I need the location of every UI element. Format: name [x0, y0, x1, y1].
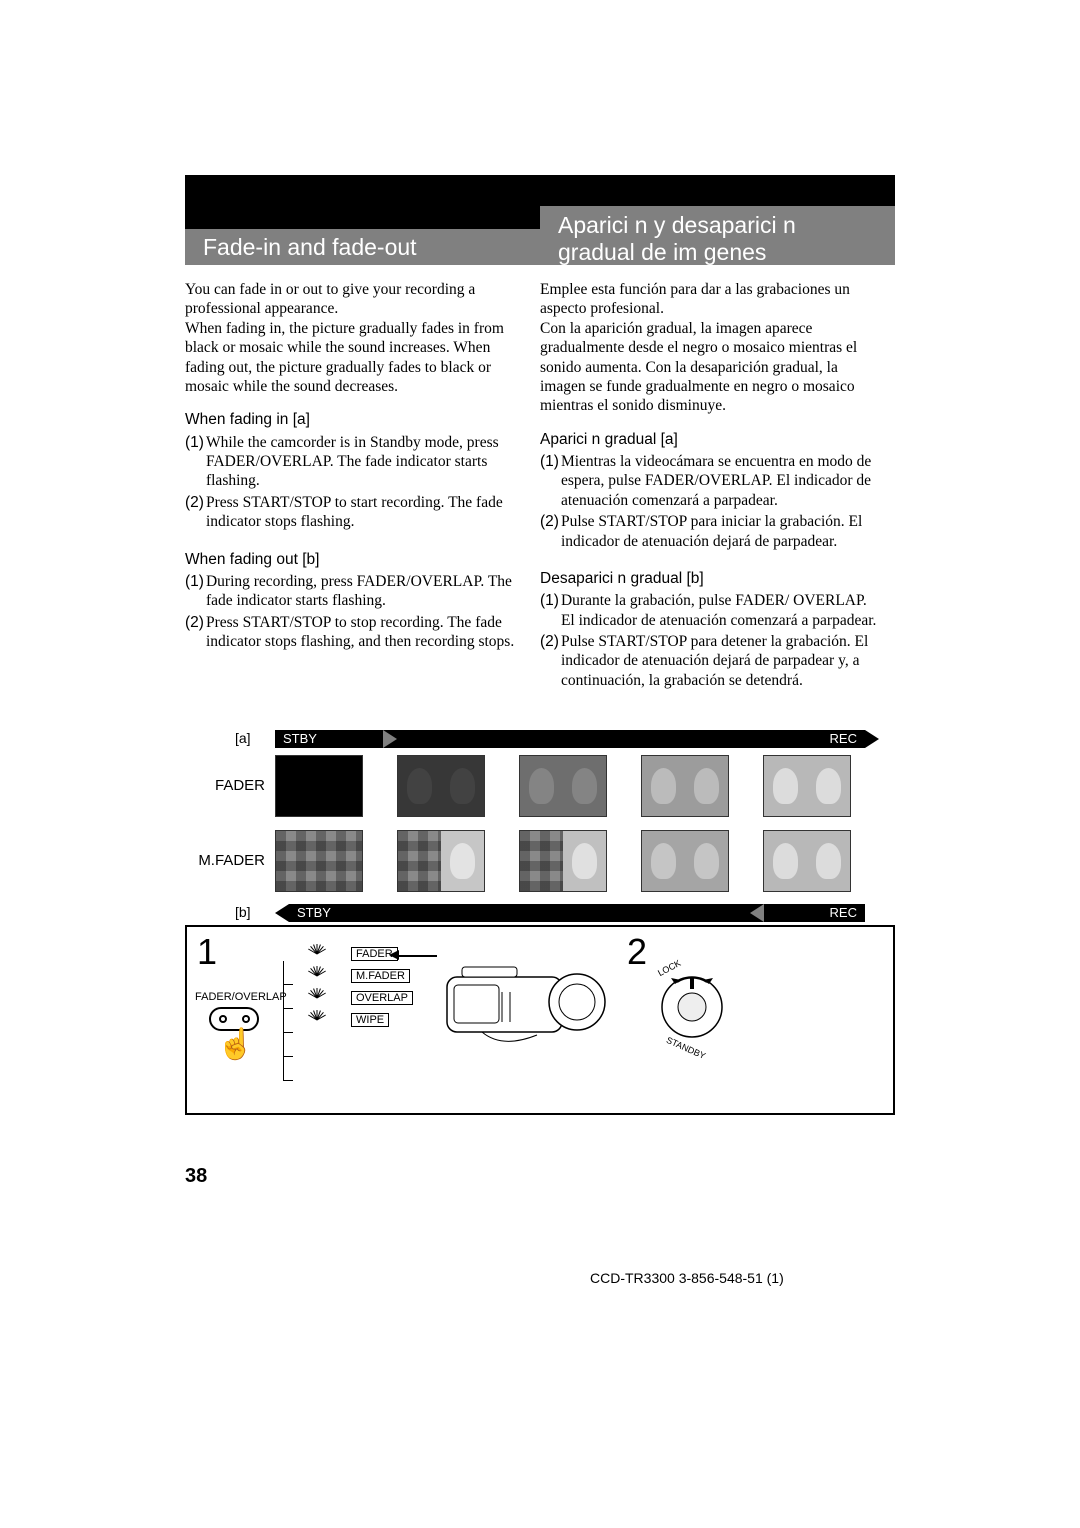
- connector: [283, 985, 293, 1009]
- burst-icon: [287, 1013, 347, 1027]
- step-text: Press START/STOP to stop recording. The …: [206, 613, 515, 652]
- lower-panel: 1 2 FADER/OVERLAP ☝ FADERM.FADEROVERLAPW…: [185, 925, 895, 1115]
- fader-option: M.FADER: [287, 969, 413, 983]
- fader-option: WIPE: [287, 1013, 413, 1027]
- connector: [283, 1057, 293, 1081]
- fader-option-label: M.FADER: [351, 969, 410, 983]
- fader-option-list: FADERM.FADEROVERLAPWIPE: [287, 947, 413, 1057]
- step-number: 2: [185, 613, 204, 652]
- strip-b-mid-arrow: [750, 904, 764, 922]
- step-number: 2: [540, 512, 559, 551]
- page-number: 38: [185, 1165, 207, 1188]
- fade-thumbnail: [763, 755, 851, 817]
- connector: [283, 1009, 293, 1033]
- arrow-head-icon: [389, 950, 399, 960]
- en-sec-b-title: When fading out [b]: [185, 550, 515, 569]
- lock-standby-dial: [657, 972, 727, 1042]
- step-number: 1: [185, 433, 204, 491]
- step-number: 1: [540, 452, 559, 510]
- fade-thumbnail: [641, 830, 729, 892]
- es-intro: Emplee esta función para dar a las graba…: [540, 280, 880, 416]
- title-left: Fade-in and fade-out: [203, 234, 417, 261]
- mode-mfader: M.FADER: [185, 852, 265, 869]
- step-number: 2: [185, 493, 204, 532]
- fade-thumbnail: [519, 830, 607, 892]
- step-number: 1: [540, 591, 559, 630]
- strip-b-arrow-l: [275, 904, 289, 922]
- button-dot: [242, 1015, 250, 1023]
- footer-text: CCD-TR3300 3-856-548-51 (1): [590, 1270, 784, 1286]
- step-text: Pulse START/STOP para iniciar la grabaci…: [561, 512, 880, 551]
- es-sec-a-title: Aparici n gradual [a]: [540, 430, 880, 449]
- hand-icon: ☝: [217, 1027, 254, 1062]
- fade-thumbnail: [641, 755, 729, 817]
- title-bar-left: Fade-in and fade-out: [185, 229, 540, 265]
- fader-option-empty: [287, 1035, 413, 1049]
- step-2-num: 2: [627, 931, 647, 973]
- title-right-line1: Aparici n y desaparici n: [558, 212, 796, 238]
- fade-thumbnail: [397, 755, 485, 817]
- en-a-step1: 1 While the camcorder is in Standby mode…: [185, 433, 515, 491]
- column-english: You can fade in or out to give your reco…: [185, 280, 515, 653]
- title-bar-right: Aparici n y desaparici n gradual de im g…: [540, 206, 895, 265]
- step-text: Press START/STOP to start recording. The…: [206, 493, 515, 532]
- es-sec-b-title: Desaparici n gradual [b]: [540, 569, 880, 588]
- mode-fader: FADER: [185, 777, 265, 794]
- step-text: During recording, press FADER/OVERLAP. T…: [206, 572, 515, 611]
- en-b-step2: 2 Press START/STOP to stop recording. Th…: [185, 613, 515, 652]
- fade-thumbnail: [275, 755, 363, 817]
- en-a-step2: 2 Press START/STOP to start recording. T…: [185, 493, 515, 532]
- rec-label-b: REC: [830, 905, 857, 920]
- es-b-step2: 2 Pulse START/STOP para detener la graba…: [540, 632, 880, 690]
- fader-option-label: OVERLAP: [351, 991, 413, 1005]
- fade-thumbnail: [275, 830, 363, 892]
- connector: [283, 961, 293, 985]
- step-number: 2: [540, 632, 559, 690]
- rec-label: REC: [830, 731, 857, 746]
- step-text: While the camcorder is in Standby mode, …: [206, 433, 515, 491]
- en-intro: You can fade in or out to give your reco…: [185, 280, 515, 396]
- fader-option-label: WIPE: [351, 1013, 389, 1027]
- fade-thumbnail: [519, 755, 607, 817]
- es-b-step1: 1 Durante la grabación, pulse FADER/ OVE…: [540, 591, 880, 630]
- camcorder-illustration: [442, 957, 617, 1052]
- step-text: Mientras la videocámara se encuentra en …: [561, 452, 880, 510]
- burst-icon: [287, 969, 347, 983]
- row-a-label: [a]: [235, 730, 251, 746]
- fade-thumbnail: [763, 830, 851, 892]
- es-a-step2: 2 Pulse START/STOP para iniciar la graba…: [540, 512, 880, 551]
- stby-label-b: STBY: [297, 905, 331, 920]
- arrow-line: [397, 955, 437, 957]
- strip-a-arrow: [865, 730, 879, 748]
- burst-icon: [287, 947, 347, 961]
- step-number: 1: [185, 572, 204, 611]
- fader-option: OVERLAP: [287, 991, 413, 1005]
- strip-a-mid-arrow: [383, 730, 397, 748]
- fade-thumbnail: [397, 830, 485, 892]
- step-text: Durante la grabación, pulse FADER/ OVERL…: [561, 591, 880, 630]
- row-b-label: [b]: [235, 904, 251, 920]
- button-dot: [219, 1015, 227, 1023]
- strip-b: STBY REC: [289, 904, 865, 922]
- en-sec-a-title: When fading in [a]: [185, 410, 515, 429]
- title-right-line2: gradual de im genes: [558, 239, 796, 265]
- strip-a: STBY REC: [275, 730, 865, 748]
- es-a-step1: 1 Mientras la videocámara se encuentra e…: [540, 452, 880, 510]
- column-spanish: Emplee esta función para dar a las graba…: [540, 280, 880, 692]
- en-b-step1: 1 During recording, press FADER/OVERLAP.…: [185, 572, 515, 611]
- fader-overlap-label: FADER/OVERLAP: [195, 991, 287, 1003]
- connector: [283, 1033, 293, 1057]
- stby-label: STBY: [283, 731, 317, 746]
- step-text: Pulse START/STOP para detener la grabaci…: [561, 632, 880, 690]
- burst-icon: [287, 991, 347, 1005]
- step-1-num: 1: [197, 931, 217, 973]
